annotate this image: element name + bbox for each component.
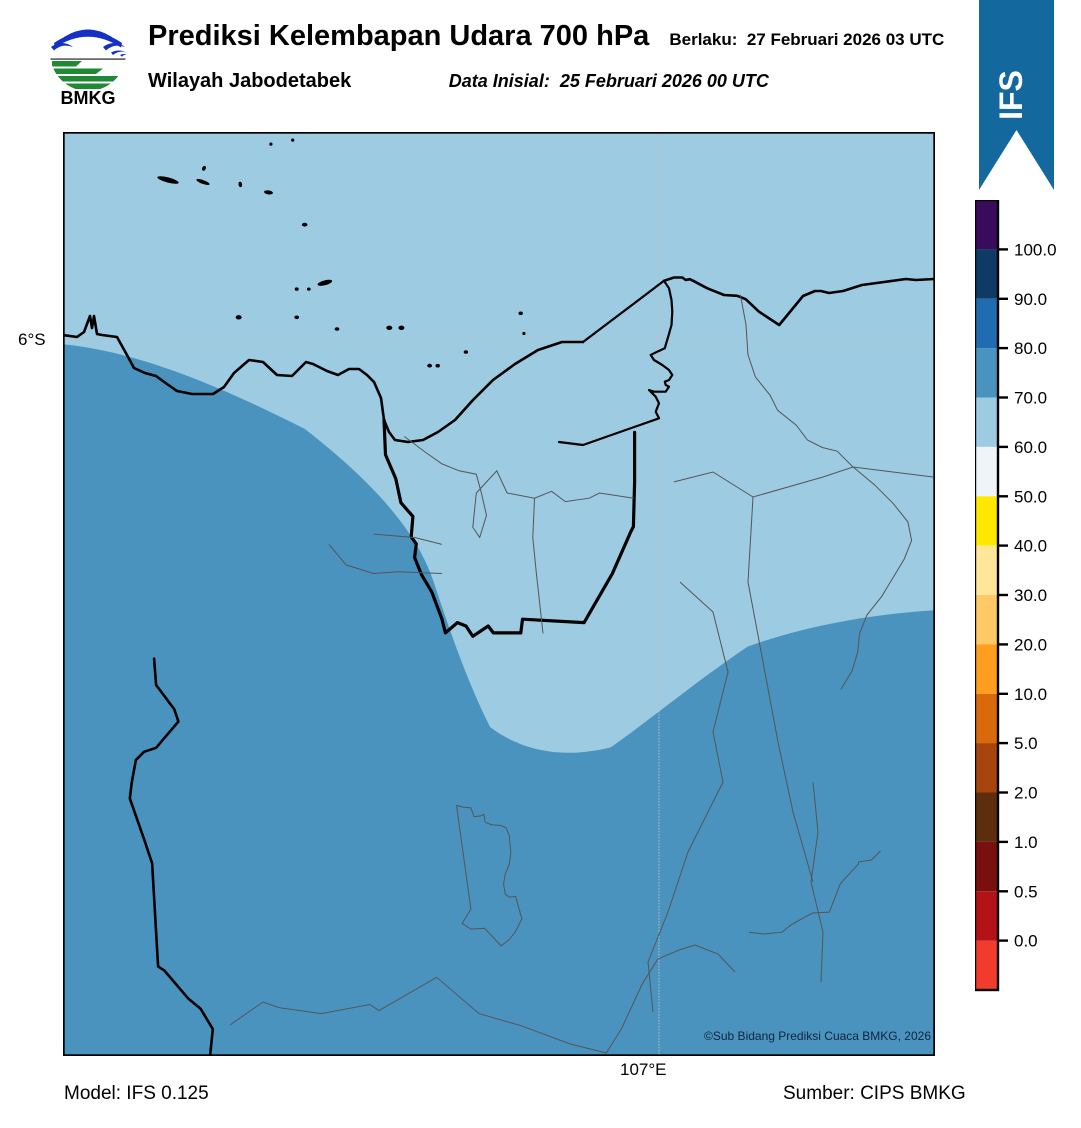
svg-text:40.0: 40.0 [1014,537,1047,556]
svg-text:2.0: 2.0 [1014,784,1038,803]
svg-text:100.0: 100.0 [1014,240,1057,259]
svg-text:10.0: 10.0 [1014,685,1047,704]
svg-text:60.0: 60.0 [1014,438,1047,457]
svg-text:70.0: 70.0 [1014,389,1047,408]
svg-text:30.0: 30.0 [1014,586,1047,605]
svg-text:20.0: 20.0 [1014,635,1047,654]
svg-text:0.5: 0.5 [1014,882,1038,901]
svg-text:1.0: 1.0 [1014,833,1038,852]
svg-text:0.0: 0.0 [1014,932,1038,951]
svg-text:50.0: 50.0 [1014,487,1047,506]
svg-text:80.0: 80.0 [1014,339,1047,358]
svg-text:©Sub Bidang Prediksi Cuaca BMK: ©Sub Bidang Prediksi Cuaca BMKG, 2026 [704,1029,931,1043]
svg-text:IFS: IFS [993,70,1029,120]
svg-text:90.0: 90.0 [1014,290,1047,309]
svg-text:5.0: 5.0 [1014,734,1038,753]
